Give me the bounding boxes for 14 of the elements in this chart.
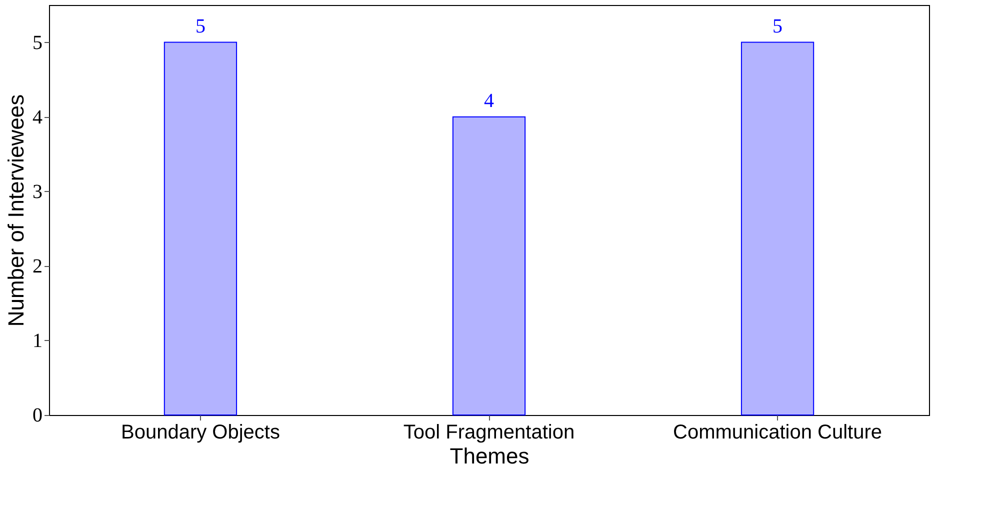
x-axis-title: Themes <box>450 444 530 468</box>
y-tick-label: 0 <box>32 404 42 426</box>
data-label: 5 <box>772 15 783 38</box>
y-tick-label: 4 <box>32 106 42 128</box>
data-label: 4 <box>484 90 494 112</box>
y-tick-label: 5 <box>32 32 42 54</box>
x-tick-label: Boundary Objects <box>120 422 280 444</box>
y-axis-title: Number of Interviewees <box>4 94 28 327</box>
x-tick-label: Communication Culture <box>673 422 882 444</box>
y-tick-label: 2 <box>32 255 42 278</box>
data-label: 5 <box>195 15 206 38</box>
y-tick-label: 3 <box>32 180 42 203</box>
y-tick-label: 1 <box>32 330 42 352</box>
x-tick-label: Tool Fragmentation <box>403 422 575 444</box>
